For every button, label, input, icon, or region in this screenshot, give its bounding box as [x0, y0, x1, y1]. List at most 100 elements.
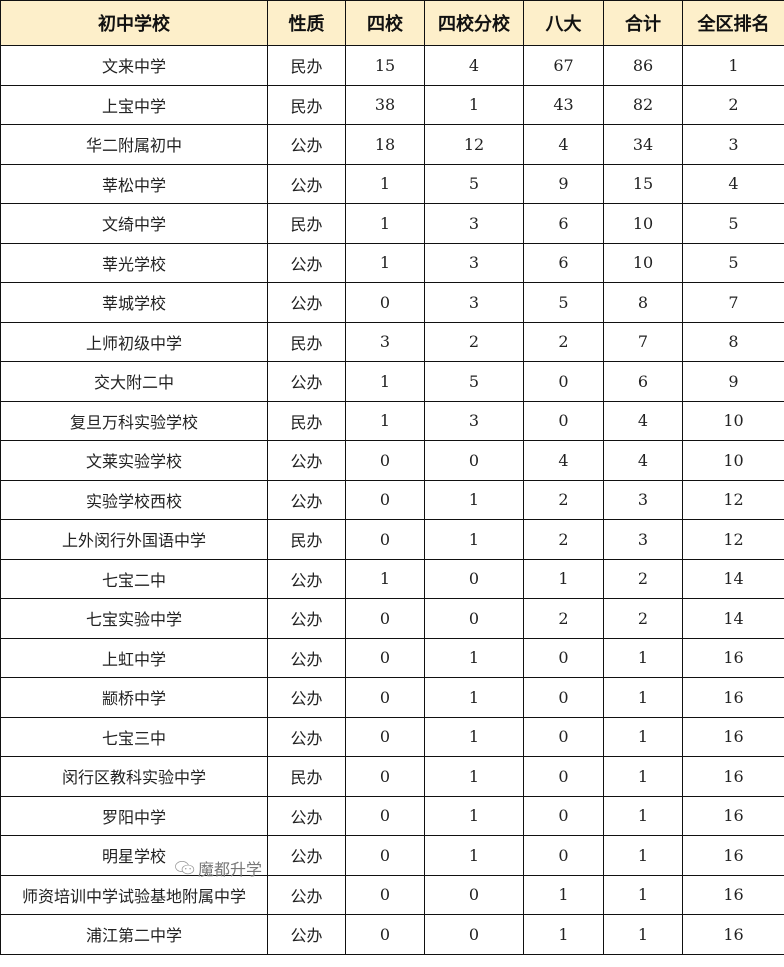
- cell-type: 公办: [267, 914, 346, 955]
- cell-school: 明星学校: [0, 835, 268, 876]
- table-row: 七宝三中 公办 0 1 0 1 16: [0, 716, 784, 757]
- cell-four-schools: 1: [345, 203, 425, 244]
- cell-eight-major: 0: [523, 361, 604, 402]
- cell-type: 公办: [267, 598, 346, 639]
- cell-school: 交大附二中: [0, 361, 268, 402]
- cell-eight-major: 5: [523, 282, 604, 323]
- cell-type: 民办: [267, 756, 346, 797]
- cell-district-rank: 5: [682, 203, 784, 244]
- cell-eight-major: 6: [523, 203, 604, 244]
- cell-four-schools: 0: [345, 835, 425, 876]
- table-row: 华二附属初中 公办 18 12 4 34 3: [0, 124, 784, 165]
- table-row: 莘城学校 公办 0 3 5 8 7: [0, 282, 784, 323]
- cell-eight-major: 2: [523, 598, 604, 639]
- cell-eight-major: 1: [523, 558, 604, 599]
- wechat-icon: [175, 861, 195, 875]
- cell-four-schools-branch: 12: [424, 124, 524, 165]
- cell-total: 6: [603, 361, 683, 402]
- cell-four-schools-branch: 3: [424, 400, 524, 441]
- cell-district-rank: 16: [682, 677, 784, 718]
- cell-total: 10: [603, 203, 683, 244]
- cell-four-schools: 3: [345, 321, 425, 362]
- cell-district-rank: 1: [682, 45, 784, 86]
- cell-school: 七宝实验中学: [0, 598, 268, 639]
- cell-eight-major: 4: [523, 440, 604, 481]
- cell-four-schools: 0: [345, 479, 425, 520]
- header-row: 初中学校 性质 四校 四校分校 八大 合计 全区排名: [0, 0, 784, 46]
- table-row: 莘松中学 公办 1 5 9 15 4: [0, 163, 784, 204]
- table-row: 复旦万科实验学校 民办 1 3 0 4 10: [0, 400, 784, 441]
- cell-type: 民办: [267, 203, 346, 244]
- cell-total: 2: [603, 558, 683, 599]
- cell-district-rank: 16: [682, 716, 784, 757]
- cell-district-rank: 12: [682, 519, 784, 560]
- cell-school: 文绮中学: [0, 203, 268, 244]
- cell-type: 民办: [267, 321, 346, 362]
- cell-total: 1: [603, 756, 683, 797]
- cell-four-schools-branch: 1: [424, 835, 524, 876]
- cell-district-rank: 4: [682, 163, 784, 204]
- cell-district-rank: 7: [682, 282, 784, 323]
- cell-district-rank: 10: [682, 400, 784, 441]
- header-four-schools-branch: 四校分校: [424, 0, 524, 46]
- table-row: 文莱实验学校 公办 0 0 4 4 10: [0, 440, 784, 481]
- cell-school: 华二附属初中: [0, 124, 268, 165]
- table-row: 交大附二中 公办 1 5 0 6 9: [0, 361, 784, 402]
- cell-eight-major: 67: [523, 45, 604, 86]
- cell-four-schools-branch: 1: [424, 677, 524, 718]
- header-school: 初中学校: [0, 0, 268, 46]
- watermark-text: 魔都升学: [198, 860, 263, 879]
- cell-total: 3: [603, 479, 683, 520]
- cell-type: 公办: [267, 558, 346, 599]
- cell-total: 4: [603, 440, 683, 481]
- cell-total: 34: [603, 124, 683, 165]
- header-type: 性质: [267, 0, 346, 46]
- cell-school: 浦江第二中学: [0, 914, 268, 955]
- cell-four-schools-branch: 0: [424, 914, 524, 955]
- cell-district-rank: 8: [682, 321, 784, 362]
- cell-four-schools-branch: 1: [424, 479, 524, 520]
- cell-eight-major: 1: [523, 874, 604, 915]
- cell-school: 颛桥中学: [0, 677, 268, 718]
- watermark: 魔都升学: [174, 856, 262, 880]
- cell-type: 民办: [267, 400, 346, 441]
- cell-four-schools-branch: 0: [424, 440, 524, 481]
- cell-type: 公办: [267, 677, 346, 718]
- cell-four-schools: 0: [345, 795, 425, 836]
- cell-four-schools: 0: [345, 716, 425, 757]
- cell-four-schools: 1: [345, 242, 425, 283]
- cell-four-schools-branch: 3: [424, 282, 524, 323]
- cell-total: 1: [603, 677, 683, 718]
- cell-eight-major: 9: [523, 163, 604, 204]
- cell-school: 文莱实验学校: [0, 440, 268, 481]
- cell-type: 公办: [267, 124, 346, 165]
- cell-district-rank: 3: [682, 124, 784, 165]
- table-row: 罗阳中学 公办 0 1 0 1 16: [0, 795, 784, 836]
- cell-school: 闵行区教科实验中学: [0, 756, 268, 797]
- cell-four-schools-branch: 4: [424, 45, 524, 86]
- cell-four-schools-branch: 0: [424, 558, 524, 599]
- cell-four-schools-branch: 5: [424, 361, 524, 402]
- cell-school: 复旦万科实验学校: [0, 400, 268, 441]
- cell-four-schools-branch: 1: [424, 84, 524, 125]
- cell-school: 实验学校西校: [0, 479, 268, 520]
- cell-type: 公办: [267, 716, 346, 757]
- cell-eight-major: 0: [523, 637, 604, 678]
- cell-four-schools-branch: 1: [424, 756, 524, 797]
- cell-total: 3: [603, 519, 683, 560]
- cell-type: 公办: [267, 637, 346, 678]
- cell-total: 8: [603, 282, 683, 323]
- cell-total: 1: [603, 914, 683, 955]
- cell-district-rank: 16: [682, 795, 784, 836]
- cell-eight-major: 0: [523, 756, 604, 797]
- cell-eight-major: 0: [523, 795, 604, 836]
- cell-four-schools: 0: [345, 519, 425, 560]
- cell-four-schools-branch: 0: [424, 874, 524, 915]
- cell-type: 公办: [267, 795, 346, 836]
- cell-school: 师资培训中学试验基地附属中学: [0, 874, 268, 915]
- cell-eight-major: 0: [523, 716, 604, 757]
- cell-total: 1: [603, 716, 683, 757]
- cell-eight-major: 2: [523, 321, 604, 362]
- cell-four-schools: 1: [345, 163, 425, 204]
